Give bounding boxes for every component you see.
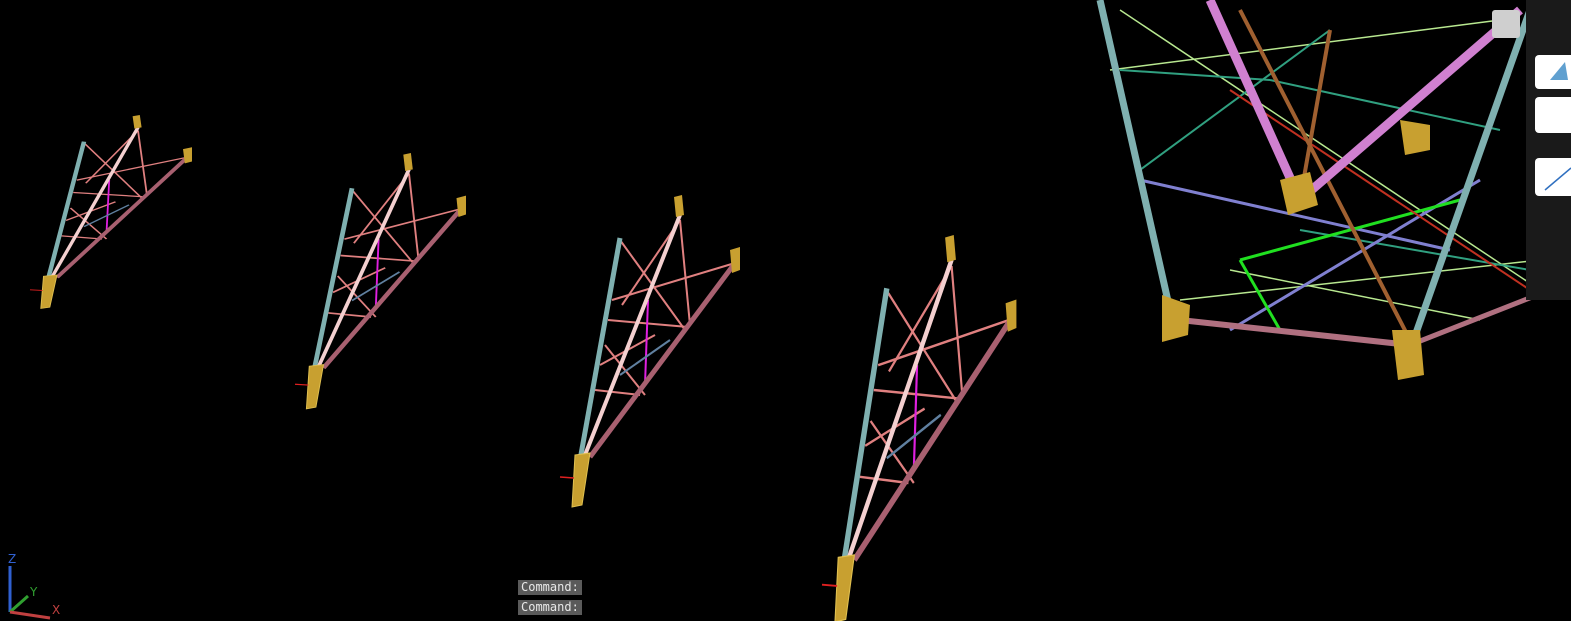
tower-body bbox=[1096, 0, 1551, 380]
tower-segment bbox=[30, 115, 192, 308]
side-toolbar bbox=[1492, 0, 1571, 300]
axis-label: X bbox=[52, 603, 60, 617]
axis-label: Z bbox=[8, 552, 16, 566]
tool-button[interactable] bbox=[1535, 55, 1571, 89]
tool-button[interactable] bbox=[1535, 97, 1571, 133]
tower-segment bbox=[560, 195, 740, 507]
axis-label: Y bbox=[29, 585, 38, 599]
ucs-icon: Z Y X bbox=[8, 552, 60, 620]
tower-segment bbox=[295, 153, 466, 409]
tool-button[interactable] bbox=[1492, 10, 1520, 38]
command-line[interactable]: Command: bbox=[518, 600, 582, 615]
tool-button[interactable] bbox=[1535, 158, 1571, 196]
command-line: Command: bbox=[518, 580, 582, 595]
tower-segment bbox=[822, 235, 1016, 621]
